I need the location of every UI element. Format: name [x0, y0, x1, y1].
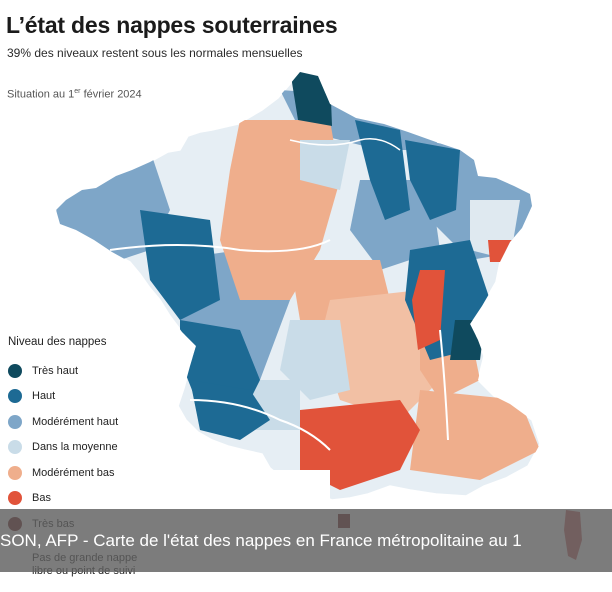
legend-swatch [8, 363, 22, 378]
legend-label: Dans la moyenne [32, 441, 118, 454]
legend-swatch [8, 465, 22, 480]
legend-item: Modérément bas [8, 460, 118, 486]
region-aquitaine-coast [190, 380, 270, 440]
region-bresse [412, 270, 445, 350]
legend-swatch [8, 440, 22, 455]
legend-swatch [8, 414, 22, 429]
region-champagne [355, 120, 410, 220]
subtitle: 39% des niveaux restent sous les normale… [7, 46, 303, 60]
river-garonne [189, 399, 331, 451]
legend-item: Dans la moyenne [8, 435, 118, 461]
river-rhone [439, 329, 449, 441]
region-burgundy [350, 180, 440, 270]
legend-title: Niveau des nappes [8, 336, 107, 348]
legend-label: Modérément haut [32, 415, 119, 428]
region-jura-high [450, 320, 485, 360]
caption-text: SON, AFP - Carte de l'état des nappes en… [0, 531, 522, 550]
region-pays-de-loire [140, 210, 220, 320]
legend-item: Très haut [8, 358, 118, 384]
region-languedoc [300, 400, 420, 490]
region-provence [410, 390, 540, 480]
legend-label: Modérément bas [32, 466, 115, 479]
river-seine [289, 138, 401, 151]
river-loire [109, 239, 331, 253]
page-title: L’état des nappes souterraines [6, 12, 338, 38]
legend-item: Haut [8, 384, 118, 410]
legend-swatch [8, 389, 22, 404]
legend-label: Bas [32, 492, 51, 505]
legend: Niveau des nappes Très haut Haut Modérémen… [8, 336, 118, 537]
region-massif-central [320, 290, 440, 420]
legend-item: Bas [8, 486, 118, 512]
legend-label: Haut [32, 390, 56, 403]
region-alsace [405, 140, 460, 220]
legend-item: Modérément haut [8, 409, 118, 435]
legend-label: Très haut [32, 364, 79, 377]
situation-date: Situation au 1er février 2024 [7, 88, 142, 101]
caption-bar [0, 509, 612, 572]
region-seine-valley [300, 140, 350, 190]
legend-swatch [8, 491, 22, 506]
